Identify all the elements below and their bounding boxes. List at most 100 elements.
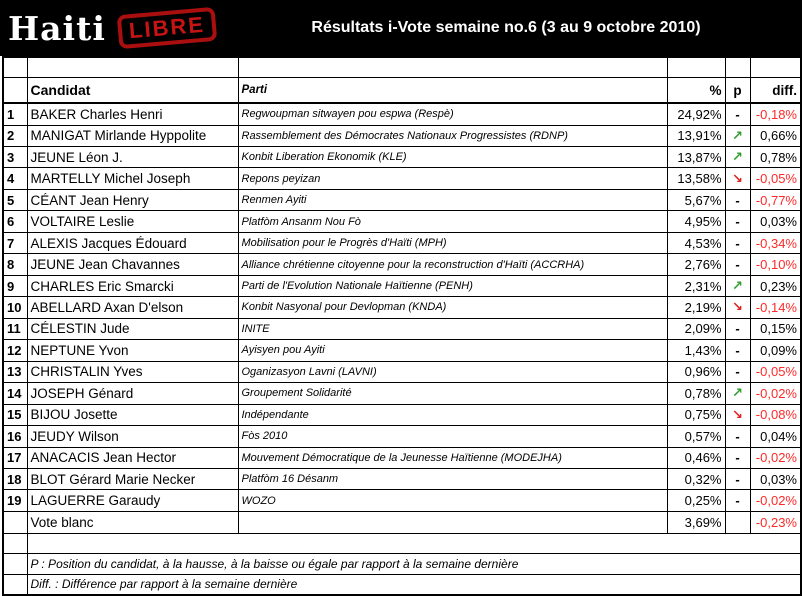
table-row: Vote blanc 3,69% -0,23% [2, 510, 802, 534]
diff-legend-row: Diff. : Différence par rapport à la sema… [2, 573, 802, 596]
party-cell: Platfòm Ansanm Nou Fò [237, 210, 668, 233]
trend-cell: - [724, 489, 751, 512]
party-cell: Groupement Solidarité [237, 382, 668, 405]
percent-cell: 13,58% [666, 167, 726, 190]
candidate-cell: ANACACIS Jean Hector [26, 446, 239, 470]
candidate-cell: CHARLES Eric Smarcki [26, 274, 239, 298]
party-cell: Mouvement Démocratique de la Jeunesse Ha… [237, 446, 668, 470]
trend-cell: - [724, 360, 751, 384]
spacer-cell [749, 56, 802, 79]
trend-cell: ↗ [724, 274, 751, 298]
candidate-cell: LAGUERRE Garaudy [26, 489, 239, 512]
rank-cell: 1 [2, 102, 28, 126]
table-row: 8 JEUNE Jean Chavannes Alliance chrétien… [2, 253, 802, 276]
rank-cell: 17 [2, 446, 28, 470]
party-cell: WOZO [237, 489, 668, 512]
party-cell [237, 510, 668, 534]
rank-cell: 16 [2, 425, 28, 448]
candidate-header: Candidat [26, 77, 239, 105]
percent-cell: 1,43% [666, 339, 726, 362]
party-cell: Mobilisation pour le Progrès d'Haïti (MP… [237, 231, 668, 255]
candidate-cell: BAKER Charles Henri [26, 102, 239, 126]
table-row: 9 CHARLES Eric Smarcki Parti de l'Evolut… [2, 274, 802, 298]
table-row: 12 NEPTUNE Yvon Ayisyen pou Ayiti 1,43% … [2, 339, 802, 362]
trend-cell: ↘ [724, 296, 751, 319]
percent-cell: 0,96% [666, 360, 726, 384]
party-cell: INITE [237, 317, 668, 341]
position-legend-text: P : Position du candidat, à la hausse, à… [26, 553, 802, 575]
percent-cell: 13,91% [666, 124, 726, 147]
spacer-cell [3, 532, 28, 555]
party-cell: Renmen Ayiti [237, 188, 668, 212]
table-row: 6 VOLTAIRE Leslie Platfòm Ansanm Nou Fò … [2, 210, 802, 233]
trend-cell: - [724, 339, 751, 362]
position-header: p [724, 77, 751, 105]
party-cell: Rassemblement des Démocrates Nationaux P… [237, 124, 668, 147]
percent-cell: 0,78% [666, 382, 726, 405]
candidate-cell: Vote blanc [26, 510, 239, 534]
diff-cell: -0,02% [749, 446, 802, 470]
trend-cell: ↗ [724, 382, 751, 405]
rank-cell: 5 [2, 188, 28, 212]
diff-cell: -0,18% [749, 102, 802, 126]
trend-cell: ↘ [724, 403, 751, 427]
diff-cell: -0,14% [749, 296, 802, 319]
percent-header: % [666, 77, 726, 105]
percent-cell: 3,69% [666, 510, 726, 534]
trend-cell: ↗ [724, 124, 751, 147]
candidate-cell: JEUNE Léon J. [26, 145, 239, 169]
trend-cell: - [724, 253, 751, 276]
table-row: 5 CÉANT Jean Henry Renmen Ayiti 5,67% - … [2, 188, 802, 212]
percent-cell: 2,09% [666, 317, 726, 341]
rank-cell: 19 [2, 489, 28, 512]
rank-cell: 18 [2, 467, 28, 491]
diff-cell: 0,09% [749, 339, 802, 362]
rank-cell: 3 [2, 145, 28, 169]
results-body: 1 BAKER Charles Henri Regwoupman sitwaye… [2, 102, 802, 534]
party-cell: Platfòm 16 Désanm [237, 467, 668, 491]
party-cell: Repons peyizan [237, 167, 668, 190]
trend-cell: - [724, 231, 751, 255]
diff-legend-text: Diff. : Différence par rapport à la sema… [26, 573, 802, 596]
percent-cell: 2,19% [666, 296, 726, 319]
percent-cell: 2,76% [666, 253, 726, 276]
trend-cell: ↘ [724, 167, 751, 190]
diff-cell: 0,03% [749, 467, 802, 491]
candidate-cell: BIJOU Josette [26, 403, 239, 427]
trend-cell: - [724, 446, 751, 470]
table-row: 14 JOSEPH Génard Groupement Solidarité 0… [2, 382, 802, 405]
legend-rank-cell [2, 553, 28, 575]
percent-cell: 5,67% [666, 188, 726, 212]
table-row: 18 BLOT Gérard Marie Necker Platfòm 16 D… [2, 467, 802, 491]
diff-cell: 0,23% [749, 274, 802, 298]
table-row: 11 CÉLESTIN Jude INITE 2,09% - 0,15% [2, 317, 802, 341]
percent-cell: 0,57% [666, 425, 726, 448]
percent-cell: 13,87% [666, 145, 726, 169]
site-logo[interactable]: Haiti LIBRE [0, 6, 236, 50]
rank-cell: 8 [2, 253, 28, 276]
spacer-cell [27, 532, 801, 555]
logo-haiti-text: Haiti [8, 8, 106, 48]
party-cell: Parti de l'Evolution Nationale Haïtienne… [237, 274, 668, 298]
diff-cell: -0,23% [749, 510, 802, 534]
rank-cell: 11 [2, 317, 28, 341]
rank-cell: 13 [2, 360, 28, 384]
diff-cell: 0,66% [749, 124, 802, 147]
candidate-cell: ABELLARD Axan D'elson [26, 296, 239, 319]
percent-cell: 0,46% [666, 446, 726, 470]
candidate-cell: JEUNE Jean Chavannes [26, 253, 239, 276]
rank-cell [2, 510, 28, 534]
footer-spacer-row [3, 532, 801, 555]
position-legend-row: P : Position du candidat, à la hausse, à… [2, 553, 802, 575]
spacer-cell [724, 56, 751, 79]
logo-libre-badge: LIBRE [116, 6, 218, 50]
diff-header: diff. [749, 77, 802, 105]
trend-cell: - [724, 102, 751, 126]
table-row: 19 LAGUERRE Garaudy WOZO 0,25% - -0,02% [2, 489, 802, 512]
diff-cell: -0,05% [749, 360, 802, 384]
rank-cell: 10 [2, 296, 28, 319]
party-cell: Konbit Liberation Ekonomik (KLE) [237, 145, 668, 169]
spacer-cell [237, 56, 668, 79]
spacer-cell [2, 56, 28, 79]
percent-cell: 0,75% [666, 403, 726, 427]
